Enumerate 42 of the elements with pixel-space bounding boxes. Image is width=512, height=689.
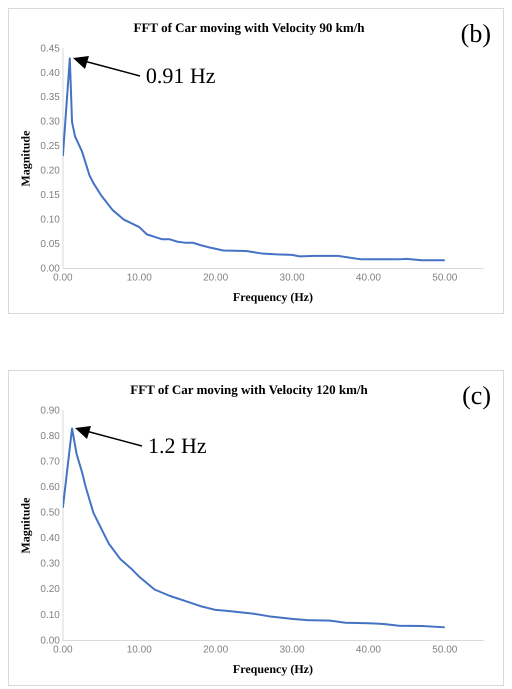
y-tick-label: 0.20 [40, 166, 60, 177]
x-tick-label: 50.00 [432, 272, 458, 284]
annotation: (c) [462, 381, 491, 411]
y-tick-label: 0.60 [40, 482, 60, 494]
y-tick-label: 0.05 [40, 238, 60, 250]
y-axis-title: Magnitude [18, 496, 32, 554]
y-tick-label: 0.40 [40, 68, 60, 79]
y-tick-label: 0.80 [40, 430, 60, 442]
y-tick-label: 0.40 [40, 533, 60, 544]
y-tick-label: 0.15 [40, 190, 60, 202]
x-tick-label: 30.00 [280, 644, 305, 656]
x-tick-label: 40.00 [356, 272, 382, 284]
y-tick-label: 0.70 [40, 456, 60, 468]
y-tick-label: 0.10 [40, 214, 60, 226]
y-tick-label: 0.45 [40, 43, 60, 54]
chart-title: FFT of Car moving with Velocity 90 km/h [133, 20, 366, 36]
y-tick-label: 0.20 [40, 584, 60, 596]
y-tick-label: 0.90 [40, 405, 60, 416]
chart-title: FFT of Car moving with Velocity 120 km/h [130, 382, 369, 398]
annotation: 0.91 Hz [146, 63, 216, 88]
y-tick-label: 0.10 [40, 610, 60, 621]
y-tick-label: 0.30 [40, 558, 60, 570]
x-tick-label: 40.00 [356, 644, 382, 656]
annotation: 1.2 Hz [148, 433, 207, 458]
y-tick-label: 0.30 [40, 116, 60, 128]
x-tick-label: 0.00 [53, 272, 74, 284]
y-tick-label: 0.50 [40, 508, 60, 519]
x-tick-label: 10.00 [126, 272, 152, 284]
x-tick-label: 10.00 [126, 644, 152, 656]
x-tick-label: 20.00 [203, 644, 229, 656]
y-axis-title: Magnitude [18, 130, 32, 187]
x-axis-title: Frequency (Hz) [232, 662, 313, 676]
annotation: (b) [460, 19, 491, 49]
y-tick-label: 0.35 [40, 92, 60, 104]
y-tick-label: 0.25 [40, 141, 60, 152]
x-axis-title: Frequency (Hz) [232, 290, 313, 304]
x-tick-label: 50.00 [432, 644, 458, 656]
x-tick-label: 30.00 [280, 272, 305, 284]
x-tick-label: 20.00 [203, 272, 229, 284]
y-tick-label: 0.00 [40, 263, 60, 274]
y-tick-label: 0.00 [40, 635, 60, 646]
x-tick-label: 0.00 [53, 644, 74, 656]
